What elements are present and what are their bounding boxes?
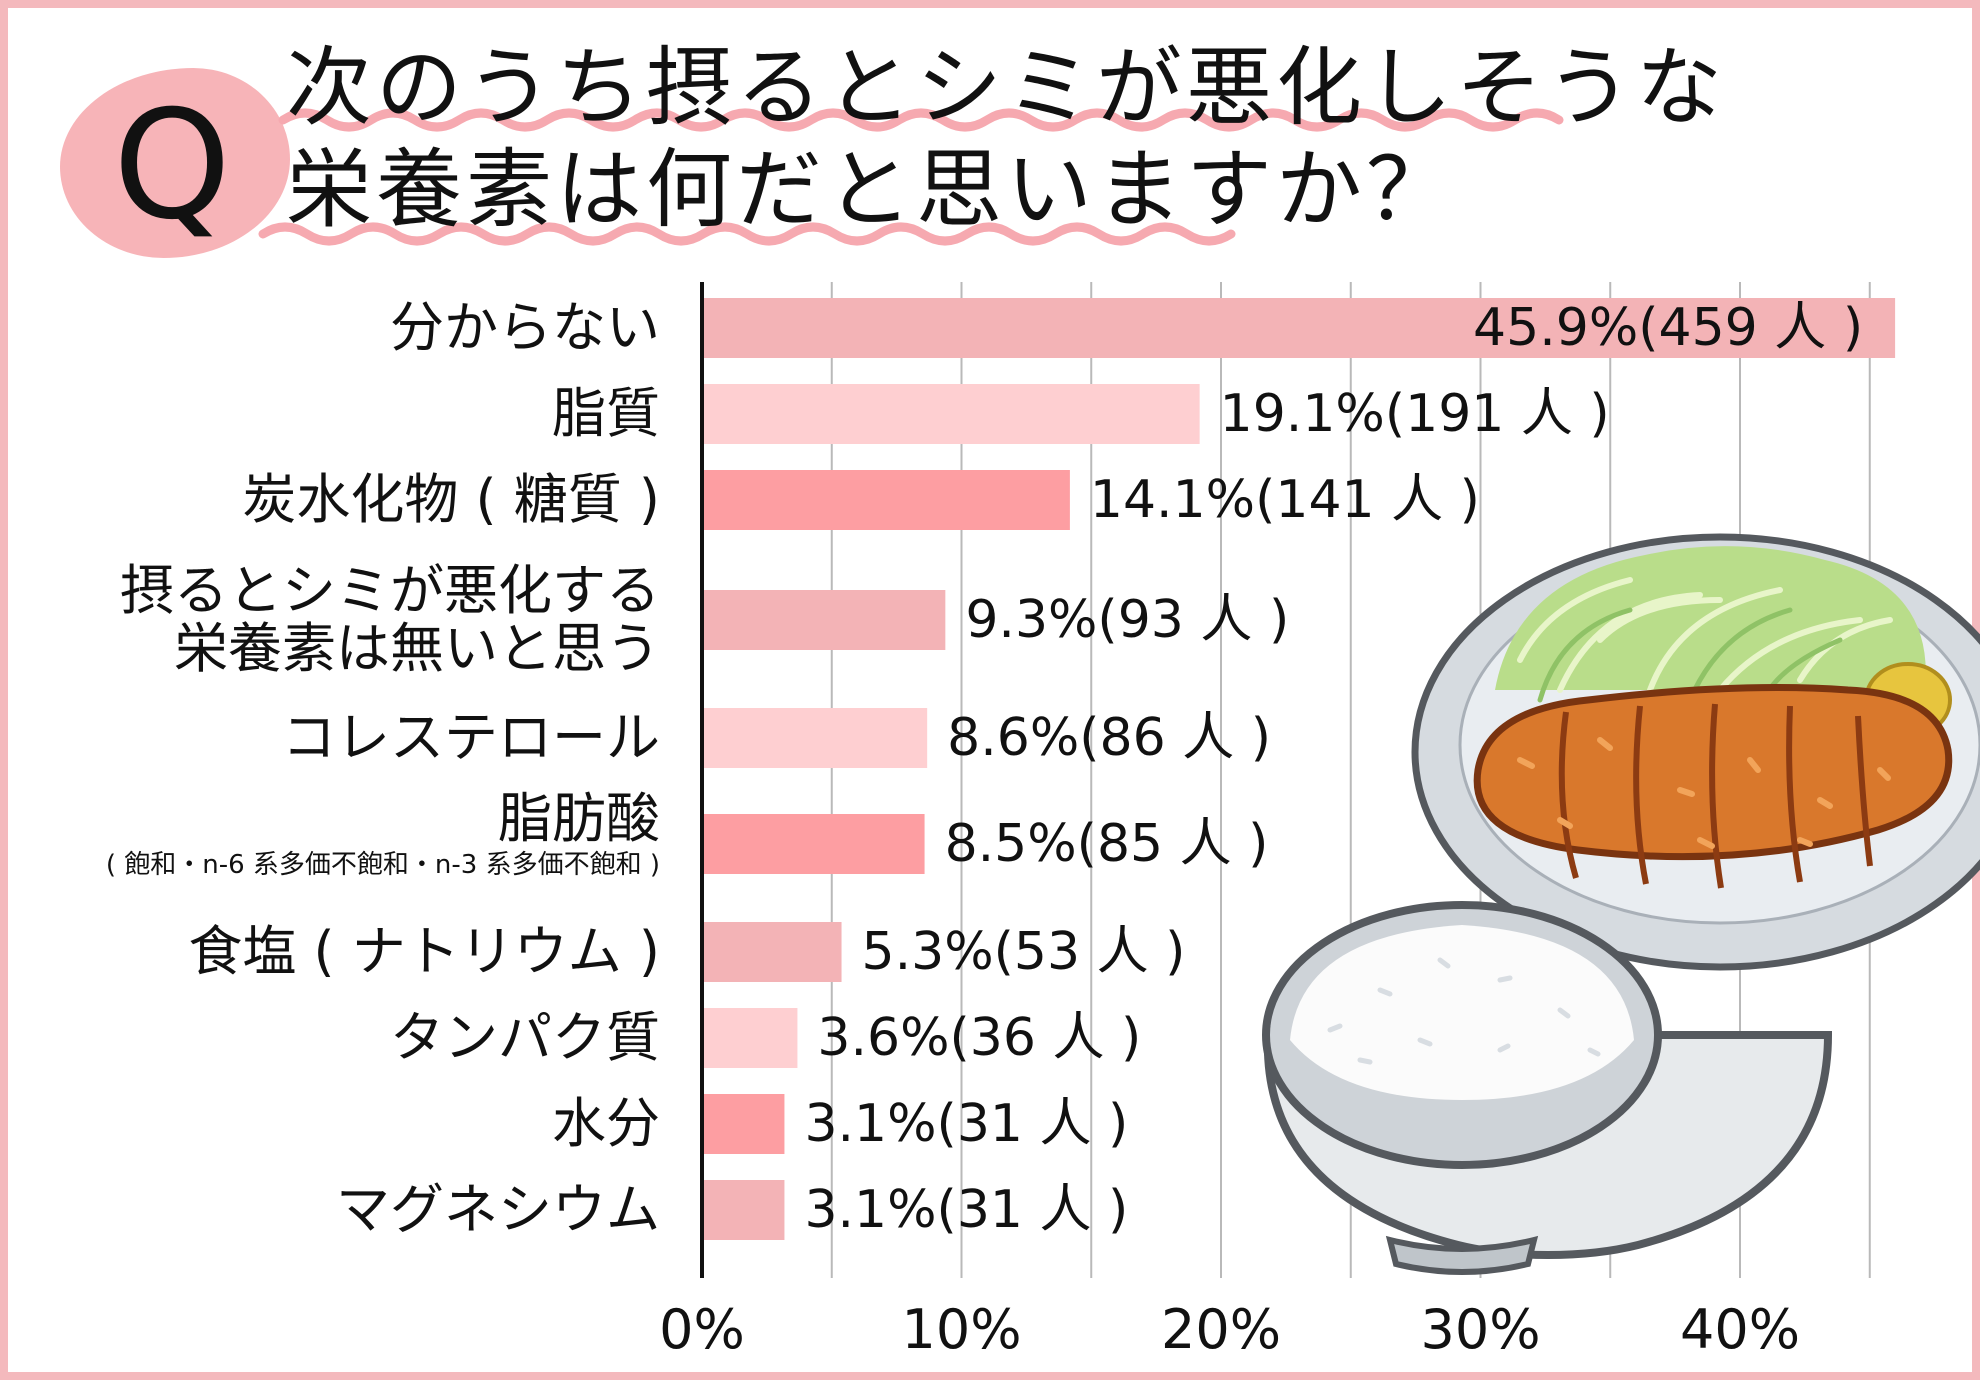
bar (704, 1094, 785, 1154)
bar (704, 814, 925, 874)
category-sublabel: ( 飽和・n-6 系多価不飽和・n-3 系多価不飽和 ) (105, 850, 660, 880)
category-label: コレステロール (282, 706, 660, 769)
data-label: 3.1%(31 人 ) (804, 1094, 1129, 1154)
data-label: 14.1%(141 人 ) (1089, 470, 1480, 530)
data-label: 8.5%(85 人 ) (944, 814, 1269, 874)
bar (704, 1008, 798, 1068)
category-label: 分からない (390, 296, 660, 359)
category-label: 脂質 (552, 382, 660, 445)
category-label: 食塩 ( ナトリウム ) (188, 920, 660, 983)
question-badge (60, 68, 290, 258)
title-underline-waves (258, 108, 1564, 246)
category-label: 脂肪酸 (498, 787, 660, 850)
category-label: 水分 (552, 1092, 660, 1155)
category-label: 摂るとシミが悪化する (120, 559, 660, 622)
tonkatsu-plate-illustration (1411, 533, 1980, 971)
rice-bowl-illustration (1262, 901, 1833, 1275)
bar (704, 708, 928, 768)
question-badge-letter: Q (113, 79, 232, 253)
data-label: 3.6%(36 人 ) (817, 1008, 1142, 1068)
category-label-line-2: 栄養素は無いと思う (174, 617, 660, 680)
data-label: 19.1%(191 人 ) (1219, 384, 1610, 444)
x-tick-label: 20% (1160, 1298, 1282, 1361)
bar (704, 470, 1070, 530)
bar (704, 298, 1896, 358)
bar (704, 590, 946, 650)
title-underline-wave-2 (258, 222, 1236, 246)
data-label: 5.3%(53 人 ) (861, 922, 1186, 982)
data-label: 8.6%(86 人 ) (947, 708, 1272, 768)
bars (704, 298, 1896, 1240)
bar (704, 384, 1200, 444)
x-tick-label: 40% (1679, 1298, 1801, 1361)
data-label: 3.1%(31 人 ) (804, 1180, 1129, 1240)
category-label: マグネシウム (336, 1178, 660, 1241)
x-tick-label: 10% (901, 1298, 1022, 1361)
bar (704, 1180, 785, 1240)
bar (704, 922, 842, 982)
category-label: 炭水化物 ( 糖質 ) (242, 468, 660, 531)
data-label: 45.9%(459 人 ) (1473, 298, 1864, 358)
x-tick-label: 0% (659, 1298, 745, 1361)
data-label: 9.3%(93 人 ) (965, 590, 1290, 650)
category-label: タンパク質 (390, 1006, 660, 1069)
x-tick-label: 30% (1420, 1298, 1541, 1361)
question-title-line-2: 栄養素は何だと思いますか？ (286, 140, 1456, 240)
question-title-line-1: 次のうち摂るとシミが悪化しそうな (286, 38, 1726, 138)
title-underline-wave-1 (278, 108, 1564, 132)
